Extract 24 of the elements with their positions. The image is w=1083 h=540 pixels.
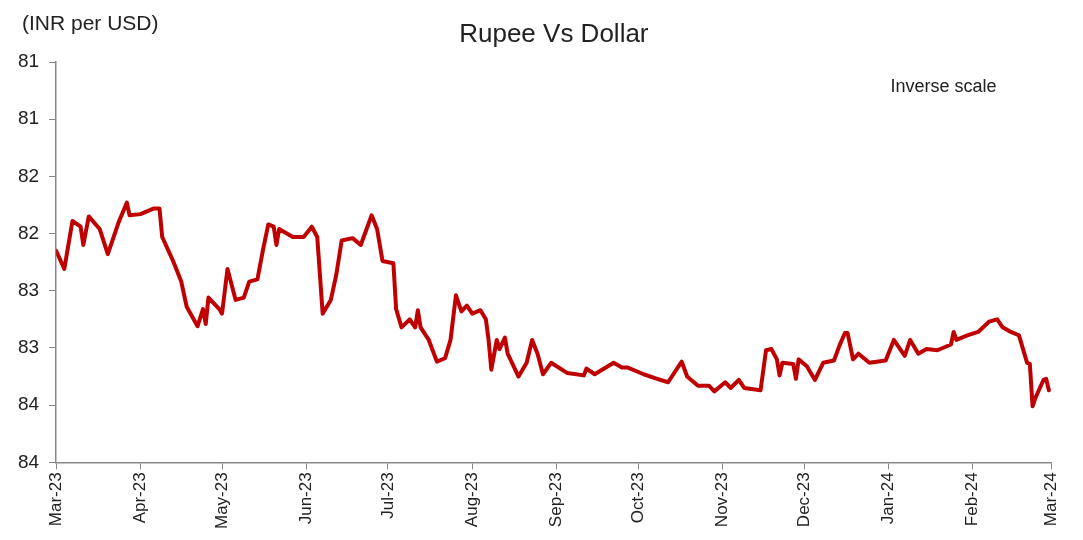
y-tick-label: 81 bbox=[17, 107, 40, 129]
x-tick-label: Oct-23 bbox=[627, 472, 647, 524]
x-tick-label: Sep-23 bbox=[546, 472, 566, 528]
x-tick-label: Aug-23 bbox=[461, 472, 481, 528]
x-tick-label: May-23 bbox=[211, 472, 231, 529]
x-tick-label: Apr-23 bbox=[130, 472, 150, 524]
x-tick-label: Mar-24 bbox=[1041, 472, 1061, 527]
x-tick-label: Jan-24 bbox=[878, 472, 898, 525]
chart-title: Rupee Vs Dollar bbox=[459, 18, 649, 48]
x-tick-label: Jul-23 bbox=[377, 472, 397, 519]
x-tick-label: Mar-23 bbox=[45, 472, 65, 527]
annotation: Inverse scale bbox=[890, 76, 997, 96]
x-tick-label: Nov-23 bbox=[712, 472, 732, 528]
y-tick-label: 84 bbox=[17, 450, 40, 472]
y-tick-label: 82 bbox=[17, 164, 40, 186]
x-tick-label: Dec-23 bbox=[793, 472, 813, 528]
x-tick-label: Feb-24 bbox=[962, 472, 982, 527]
y-tick-label: 81 bbox=[17, 50, 40, 72]
x-tick-label: Jun-23 bbox=[296, 472, 316, 525]
y-tick-label: 83 bbox=[17, 278, 40, 300]
y-tick-label: 82 bbox=[17, 221, 40, 243]
y-axis-title: (INR per USD) bbox=[22, 11, 159, 34]
y-tick-label: 83 bbox=[17, 336, 40, 358]
y-tick-label: 84 bbox=[17, 393, 40, 415]
